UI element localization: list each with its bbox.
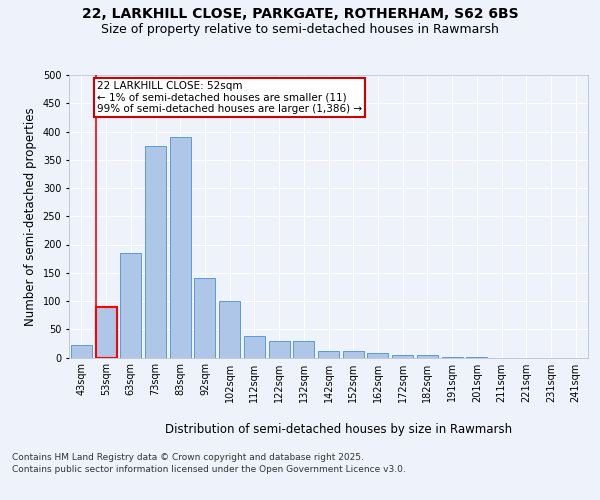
Text: Distribution of semi-detached houses by size in Rawmarsh: Distribution of semi-detached houses by … [166, 422, 512, 436]
Bar [219, 301, 240, 358]
Bar [466, 357, 487, 358]
Bar [71, 345, 92, 358]
Bar [392, 354, 413, 358]
Bar [244, 336, 265, 357]
Bar [145, 146, 166, 358]
Text: Contains public sector information licensed under the Open Government Licence v3: Contains public sector information licen… [12, 465, 406, 474]
Bar [293, 340, 314, 357]
Bar [170, 137, 191, 358]
Y-axis label: Number of semi-detached properties: Number of semi-detached properties [24, 107, 37, 326]
Bar [318, 352, 339, 358]
Text: Contains HM Land Registry data © Crown copyright and database right 2025.: Contains HM Land Registry data © Crown c… [12, 454, 364, 462]
Bar [194, 278, 215, 357]
Bar [367, 353, 388, 358]
Text: 22 LARKHILL CLOSE: 52sqm
← 1% of semi-detached houses are smaller (11)
99% of se: 22 LARKHILL CLOSE: 52sqm ← 1% of semi-de… [97, 80, 362, 114]
Bar [120, 253, 141, 358]
Bar [442, 357, 463, 358]
Text: 22, LARKHILL CLOSE, PARKGATE, ROTHERHAM, S62 6BS: 22, LARKHILL CLOSE, PARKGATE, ROTHERHAM,… [82, 8, 518, 22]
Bar [343, 352, 364, 358]
Text: Size of property relative to semi-detached houses in Rawmarsh: Size of property relative to semi-detach… [101, 22, 499, 36]
Bar [95, 306, 116, 358]
Bar [269, 340, 290, 357]
Bar [417, 355, 438, 358]
